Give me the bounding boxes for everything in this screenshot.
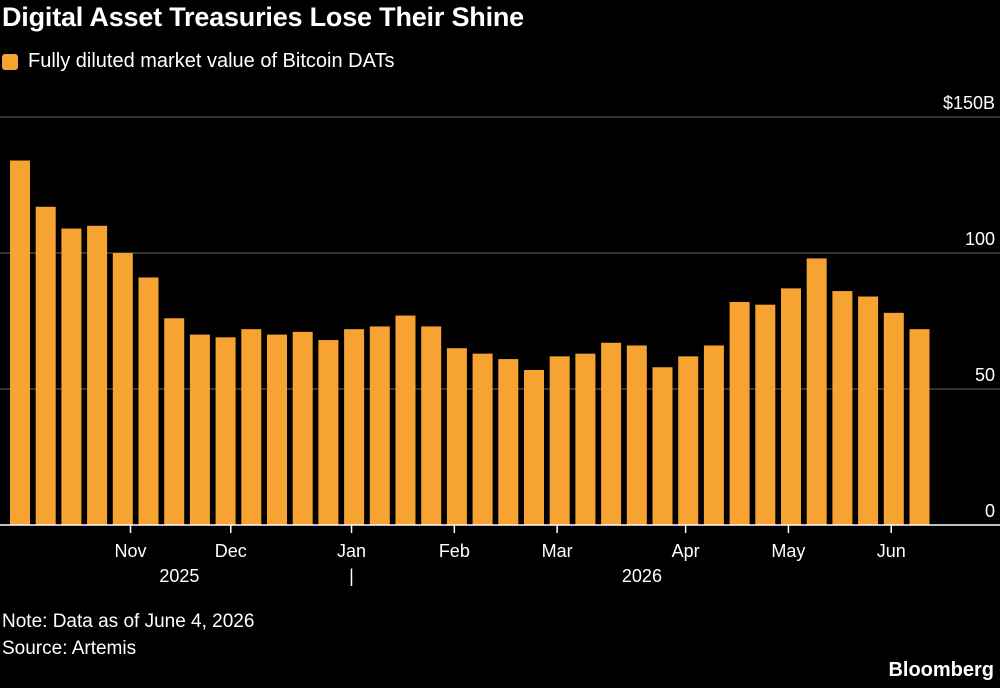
- bar: [369, 326, 390, 525]
- x-tick-label: Jun: [877, 541, 906, 561]
- bar: [189, 334, 210, 525]
- y-tick-label: 100: [965, 229, 995, 249]
- bar: [318, 340, 339, 525]
- bar: [138, 277, 159, 525]
- bar: [858, 296, 879, 525]
- bar-chart: 0 50 100 $150B Nov Dec Jan Feb Mar Apr May Jun 2025 2…: [0, 93, 1000, 586]
- x-tick-label: Jan: [337, 541, 366, 561]
- bar: [61, 228, 82, 525]
- x-year-label: 2026: [622, 566, 662, 586]
- chart-title: Digital Asset Treasuries Lose Their Shin…: [2, 2, 524, 32]
- x-tick-label: Mar: [542, 541, 573, 561]
- bar: [652, 367, 673, 525]
- bar: [421, 326, 442, 525]
- x-tick-label: May: [771, 541, 805, 561]
- bar: [498, 359, 519, 525]
- bar: [703, 345, 724, 525]
- bar: [164, 318, 185, 525]
- bar: [241, 329, 262, 525]
- x-year-label: 2025: [159, 566, 199, 586]
- bar: [472, 353, 493, 525]
- bar: [87, 225, 108, 526]
- legend-swatch: [2, 53, 18, 70]
- bar: [524, 369, 544, 525]
- bar: [909, 329, 930, 525]
- legend: Fully diluted market value of Bitcoin DA…: [2, 50, 394, 73]
- bar: [755, 304, 776, 525]
- y-tick-label: 50: [975, 365, 995, 385]
- bar: [729, 301, 750, 525]
- bar: [292, 331, 313, 525]
- bar: [883, 312, 904, 525]
- x-tick-label: Nov: [115, 541, 147, 561]
- bar: [832, 291, 853, 525]
- bar: [112, 253, 133, 525]
- bar: [344, 329, 365, 525]
- legend-label: Fully diluted market value of Bitcoin DA…: [28, 50, 395, 72]
- brand-logo-text: Bloomberg: [888, 659, 994, 681]
- bar: [446, 348, 467, 525]
- chart-note: Note: Data as of June 4, 2026: [2, 611, 255, 632]
- x-tick-label: Dec: [215, 541, 247, 561]
- bar: [10, 160, 30, 525]
- bar: [781, 288, 801, 525]
- y-tick-label: 0: [985, 501, 995, 521]
- bar: [806, 258, 827, 525]
- bar: [626, 345, 647, 525]
- y-tick-label: $150B: [943, 93, 995, 113]
- bar: [549, 356, 570, 525]
- chart-source: Source: Artemis: [2, 638, 137, 659]
- bar: [267, 334, 287, 525]
- x-tick-label: Apr: [672, 541, 700, 561]
- bar: [395, 315, 416, 525]
- bar: [35, 206, 56, 525]
- bar: [575, 353, 596, 525]
- year-divider: |: [349, 566, 354, 586]
- bar: [678, 356, 699, 525]
- x-tick-label: Feb: [439, 541, 470, 561]
- bar: [601, 342, 622, 525]
- bar: [215, 337, 236, 525]
